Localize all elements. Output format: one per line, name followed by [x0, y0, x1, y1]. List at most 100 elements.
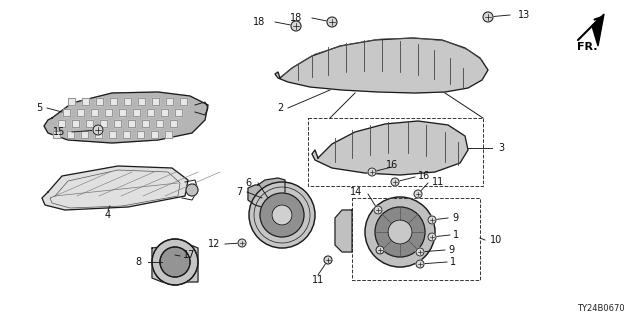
Polygon shape	[44, 92, 208, 143]
Circle shape	[391, 178, 399, 186]
Bar	[175, 109, 182, 116]
Text: 2: 2	[277, 103, 283, 113]
Bar	[180, 98, 187, 105]
Text: TY24B0670: TY24B0670	[577, 304, 625, 313]
Bar	[133, 109, 140, 116]
Bar	[138, 98, 145, 105]
Bar	[91, 109, 98, 116]
Bar	[109, 131, 116, 138]
Bar	[109, 131, 116, 138]
Bar	[114, 120, 121, 127]
Circle shape	[238, 239, 246, 247]
Bar	[142, 120, 149, 127]
Bar	[175, 109, 182, 116]
Circle shape	[160, 247, 190, 277]
Bar	[95, 131, 102, 138]
Text: 18: 18	[253, 17, 265, 27]
Circle shape	[272, 205, 292, 225]
Bar	[137, 131, 144, 138]
Bar	[110, 98, 117, 105]
Bar	[165, 131, 172, 138]
Bar	[128, 120, 135, 127]
Bar	[77, 109, 84, 116]
Circle shape	[483, 12, 493, 22]
Circle shape	[388, 220, 412, 244]
Bar	[119, 109, 126, 116]
Bar	[165, 131, 172, 138]
Bar	[152, 98, 159, 105]
Bar	[114, 120, 121, 127]
Bar	[138, 98, 145, 105]
Circle shape	[428, 216, 436, 224]
Bar	[156, 120, 163, 127]
Bar	[63, 109, 70, 116]
Bar	[123, 131, 130, 138]
Circle shape	[324, 256, 332, 264]
Circle shape	[152, 239, 198, 285]
Polygon shape	[275, 38, 488, 93]
Polygon shape	[312, 121, 468, 175]
Bar	[147, 109, 154, 116]
Text: 12: 12	[207, 239, 220, 249]
Bar	[96, 98, 103, 105]
Bar	[67, 131, 74, 138]
Text: 3: 3	[498, 143, 504, 153]
Text: 13: 13	[518, 10, 531, 20]
Bar	[152, 98, 159, 105]
Bar	[128, 120, 135, 127]
Bar	[147, 109, 154, 116]
Bar	[123, 131, 130, 138]
Text: 5: 5	[36, 103, 42, 113]
Bar	[68, 98, 75, 105]
Circle shape	[375, 207, 425, 257]
Polygon shape	[42, 166, 188, 210]
Polygon shape	[248, 178, 285, 208]
Bar	[170, 120, 177, 127]
Bar	[124, 98, 131, 105]
Text: 7: 7	[236, 187, 242, 197]
Text: 16: 16	[418, 171, 430, 181]
Bar	[133, 109, 140, 116]
Bar	[151, 131, 158, 138]
Circle shape	[93, 125, 103, 135]
Circle shape	[365, 197, 435, 267]
Bar	[77, 109, 84, 116]
Text: FR.: FR.	[577, 42, 598, 52]
Bar	[86, 120, 93, 127]
Circle shape	[376, 246, 384, 254]
Polygon shape	[152, 244, 198, 282]
Bar	[137, 131, 144, 138]
Text: 1: 1	[450, 257, 456, 267]
Circle shape	[428, 233, 436, 241]
Bar	[105, 109, 112, 116]
Bar	[161, 109, 168, 116]
Bar	[166, 98, 173, 105]
Bar	[124, 98, 131, 105]
Bar	[67, 131, 74, 138]
Polygon shape	[592, 14, 604, 46]
Text: 6: 6	[246, 178, 252, 188]
Bar	[151, 131, 158, 138]
Bar	[156, 120, 163, 127]
Circle shape	[160, 247, 190, 277]
Circle shape	[291, 21, 301, 31]
Bar	[82, 98, 89, 105]
Bar	[68, 98, 75, 105]
Text: 11: 11	[432, 177, 444, 187]
Bar	[110, 98, 117, 105]
Circle shape	[186, 184, 198, 196]
Text: 11: 11	[312, 275, 324, 285]
Circle shape	[416, 248, 424, 256]
Bar	[100, 120, 107, 127]
Circle shape	[327, 17, 337, 27]
Circle shape	[368, 168, 376, 176]
Bar	[58, 120, 65, 127]
Bar	[105, 109, 112, 116]
Bar	[86, 120, 93, 127]
Bar	[72, 120, 79, 127]
Bar	[100, 120, 107, 127]
Bar	[95, 131, 102, 138]
Circle shape	[249, 182, 315, 248]
Text: 17: 17	[183, 250, 195, 260]
Circle shape	[414, 190, 422, 198]
